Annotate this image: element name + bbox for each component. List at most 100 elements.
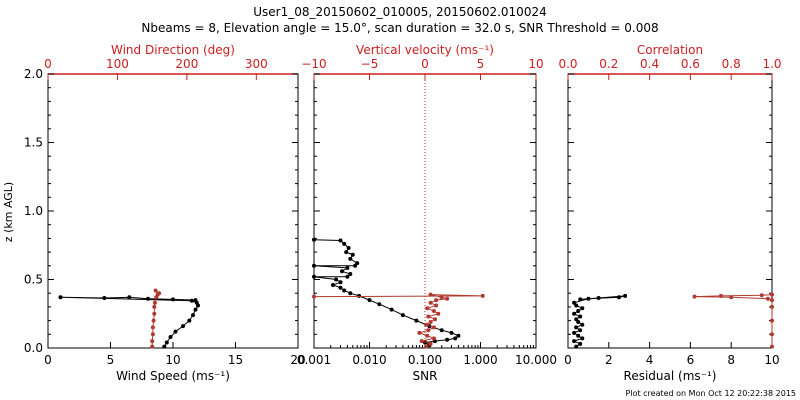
series-point-snr [348,291,353,296]
series-point-vertical-velocity [425,306,430,311]
series-point-residual [623,293,628,298]
series-point-snr [357,293,362,298]
series-point-snr [340,269,344,274]
series-point-snr [342,288,347,293]
plot-frame [47,73,299,349]
top-tick-label: 10 [528,57,543,71]
series-point-correlation [770,332,774,337]
series-point-snr [342,241,347,246]
series-point-vertical-velocity [428,320,433,324]
series-point-snr [338,238,343,243]
series-point-snr [312,237,316,242]
bottom-axis-title: SNR [413,369,438,383]
series-point-residual [586,296,591,301]
series-point-wind-direction [155,292,160,297]
top-tick-label: −5 [361,57,379,71]
title-line-1: User1_08_20150602_010005, 20150602.01002… [253,5,546,19]
series-point-snr [400,313,405,318]
bottom-tick-label: 1.000 [463,353,497,367]
series-point-snr [355,261,360,266]
series-point-wind-speed [146,296,150,301]
top-tick-label: 1.0 [762,57,781,71]
series-point-wind-speed [173,329,178,334]
series-point-wind-direction [152,311,157,316]
series-point-snr [348,272,353,276]
series-point-snr [456,333,461,338]
y-tick-label: 1.5 [24,136,43,150]
series-line-snr [313,239,460,346]
y-tick-label: 0.5 [24,273,43,287]
bottom-tick-label: 0.010 [352,353,386,367]
series-point-wind-speed [189,298,194,303]
series-point-snr [350,252,355,257]
series-point-snr [367,298,372,303]
series-point-correlation [770,298,774,303]
top-tick-label: 200 [175,57,198,71]
series-point-residual [572,300,577,305]
series-point-vertical-velocity [436,311,441,316]
series-point-residual [617,295,621,300]
series-line-correlation [694,294,773,347]
top-tick-label: 100 [106,57,129,71]
plot-credit: Plot created on Mon Oct 12 20:22:38 2015 [626,389,796,398]
bottom-axis-title: Wind Speed (ms⁻¹) [116,369,230,383]
series-point-wind-direction [152,304,157,309]
bottom-tick-label: 0 [564,353,572,367]
series-point-vertical-velocity [426,328,431,333]
series-point-snr [453,336,458,341]
series-point-snr [353,263,358,268]
top-axis-title: Correlation [637,43,703,57]
series-point-snr [345,265,350,270]
series-point-vertical-velocity [424,322,429,327]
series-point-residual [574,344,579,349]
top-axis-title: Vertical velocity (ms⁻¹) [356,43,494,57]
top-tick-label: 0.6 [681,57,700,71]
series-point-snr [345,274,350,279]
bottom-tick-label: 10.000 [515,353,557,367]
series-point-wind-direction [150,332,155,337]
y-tick-label: 2.0 [24,67,43,81]
series-point-correlation [770,304,774,309]
series-point-vertical-velocity [426,314,431,319]
series-point-vertical-velocity [431,336,436,341]
series-point-residual [580,336,585,341]
series-point-wind-direction [150,339,155,344]
series-point-vertical-velocity [428,292,433,297]
series-point-vertical-velocity [428,300,433,305]
bottom-tick-label: 2 [605,353,613,367]
series-point-wind-speed [193,298,198,303]
bottom-tick-label: 10 [165,353,180,367]
snr-panel: 0.001 0.010 0.100 1.000 10.000 SNR −10 −5 0 5 10 Ve… [297,43,557,383]
series-point-vertical-velocity [417,330,422,335]
series-point-correlation [729,295,734,300]
bottom-tick-label: 4 [646,353,654,367]
top-axis-title: Wind Direction (deg) [111,43,235,57]
series-point-vertical-velocity [434,303,439,308]
bottom-tick-label: 0.001 [297,353,331,367]
bottom-tick-label: 5 [107,353,115,367]
series-point-snr [344,250,349,255]
series-point-vertical-velocity [425,333,430,338]
series-point-wind-speed [171,297,175,302]
series-point-wind-speed [58,295,63,300]
series-point-vertical-velocity [312,294,316,299]
series-point-wind-speed [193,307,198,312]
series-point-wind-direction [153,288,158,293]
series-point-wind-direction [151,318,156,323]
series-point-vertical-velocity [431,309,436,313]
series-point-snr [312,263,316,268]
series-point-snr [312,274,316,279]
top-tick-label: 0.2 [599,57,618,71]
series-point-residual [574,303,579,308]
series-line-vertical-velocity [313,294,483,348]
series-point-wind-direction [150,325,155,330]
series-point-snr [414,318,419,323]
bottom-axis-title: Residual (ms⁻¹) [624,369,717,383]
series-point-snr [439,328,444,333]
series-point-correlation [770,344,774,349]
series-point-residual [574,317,579,322]
series-point-residual [578,341,583,346]
series-point-residual [580,306,585,311]
series-point-residual [596,296,601,300]
